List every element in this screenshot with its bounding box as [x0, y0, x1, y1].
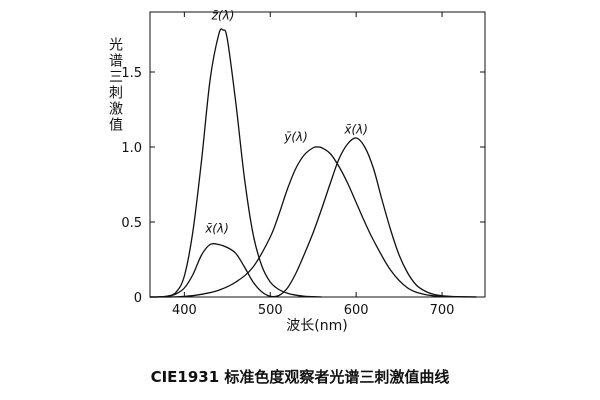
x-axis-label: 波长(nm) [286, 318, 347, 334]
plot-frame [149, 11, 486, 298]
z-bar-curve [149, 28, 322, 298]
series-curves [149, 28, 477, 298]
x-tick-label: 600 [344, 303, 369, 318]
x-tick-label: 500 [258, 303, 283, 318]
series-label: z̄(λ) [211, 9, 235, 23]
y-tick-label: 1.0 [121, 141, 142, 156]
y-axis-ticks: 0 0.5 1.0 1.5 [121, 66, 485, 306]
figure-caption: CIE1931 标准色度观察者光谱三刺激值曲线 [150, 368, 450, 386]
x-bar-curve [149, 137, 477, 298]
series-label: ȳ(λ) [283, 130, 308, 144]
y-tick-label: 0.5 [121, 216, 142, 231]
x-tick-label: 700 [430, 303, 455, 318]
series-labels: z̄(λ) ȳ(λ) x̄(λ) x̄(λ) [204, 9, 368, 236]
x-axis-ticks: 400 500 600 700 [172, 12, 455, 318]
x-tick-label: 400 [172, 303, 197, 318]
series-label: x̄(λ) [204, 222, 229, 236]
y-bar-curve [149, 146, 477, 298]
y-axis-label: 光谱三刺激值 [107, 37, 123, 133]
series-label: x̄(λ) [343, 123, 368, 137]
y-tick-label: 1.5 [121, 66, 142, 81]
y-tick-label: 0 [134, 291, 142, 306]
